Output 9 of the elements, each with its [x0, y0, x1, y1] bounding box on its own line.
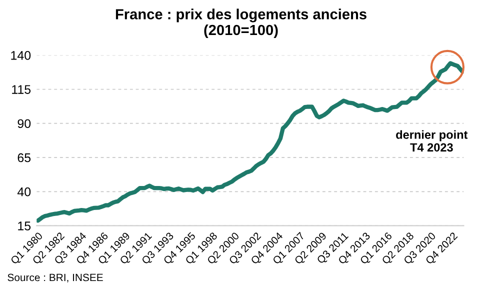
y-tick-label: 40 [17, 187, 31, 196]
y-tick-label: 15 [18, 222, 31, 230]
y-tick-label: 140 [11, 51, 31, 60]
chart-title: France : prix des logements anciens (2010=100) [116, 8, 366, 38]
y-tick-label: 90 [18, 119, 31, 128]
y-tick-label: 65 [18, 153, 31, 162]
annotation: dernier point T4 2023 [396, 130, 468, 152]
source-note: Source : BRI, INSEE [8, 274, 103, 282]
y-tick-label: 115 [12, 85, 31, 94]
